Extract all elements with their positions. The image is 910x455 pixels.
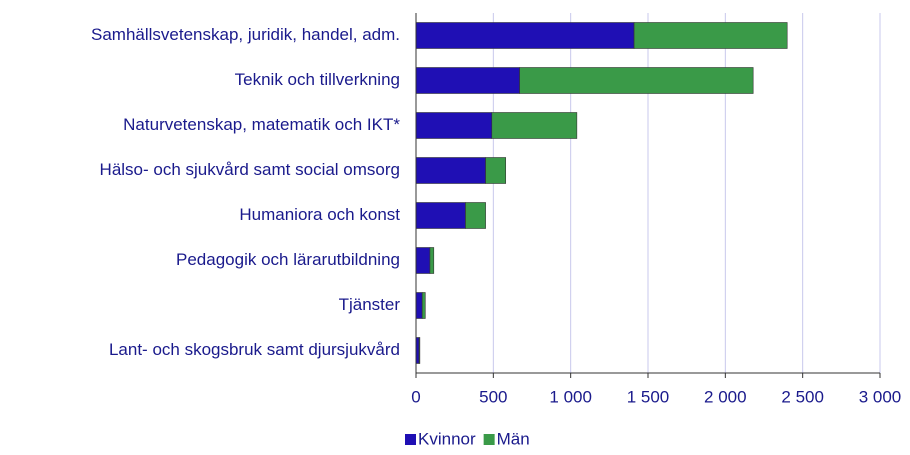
bar — [415, 112, 493, 139]
y-tick-label: Tjänster — [339, 295, 401, 314]
x-tick-label: 500 — [479, 387, 507, 406]
x-tick-label: 2 500 — [781, 387, 824, 406]
bar — [633, 22, 788, 49]
bar — [418, 337, 421, 364]
bar — [415, 247, 431, 274]
bar — [429, 247, 435, 274]
bar — [415, 22, 635, 49]
bar — [519, 67, 754, 94]
x-tick-label: 2 000 — [704, 387, 747, 406]
y-tick-label: Humaniora och konst — [239, 205, 400, 224]
y-tick-label: Hälso- och sjukvård samt social omsorg — [100, 160, 400, 179]
bar — [485, 157, 507, 184]
y-tick-label: Teknik och tillverkning — [235, 70, 400, 89]
bar — [465, 202, 486, 229]
bar — [415, 292, 423, 319]
x-tick-label: 3 000 — [859, 387, 902, 406]
legend-label: Män — [497, 429, 530, 448]
x-tick-label: 1 000 — [549, 387, 592, 406]
legend-label: Kvinnor — [418, 429, 476, 448]
legend-swatch — [405, 434, 416, 445]
bar — [415, 202, 466, 229]
y-tick-label: Lant- och skogsbruk samt djursjukvård — [109, 340, 400, 359]
bar — [491, 112, 578, 139]
y-tick-label: Pedagogik och lärarutbildning — [176, 250, 400, 269]
legend-swatch — [483, 434, 495, 445]
y-tick-label: Samhällsvetenskap, juridik, handel, adm. — [91, 25, 400, 44]
y-tick-label: Naturvetenskap, matematik och IKT* — [123, 115, 400, 134]
bar — [421, 292, 426, 319]
x-tick-label: 1 500 — [627, 387, 670, 406]
bar — [415, 157, 486, 184]
bar — [415, 67, 520, 94]
x-tick-label: 0 — [411, 387, 420, 406]
